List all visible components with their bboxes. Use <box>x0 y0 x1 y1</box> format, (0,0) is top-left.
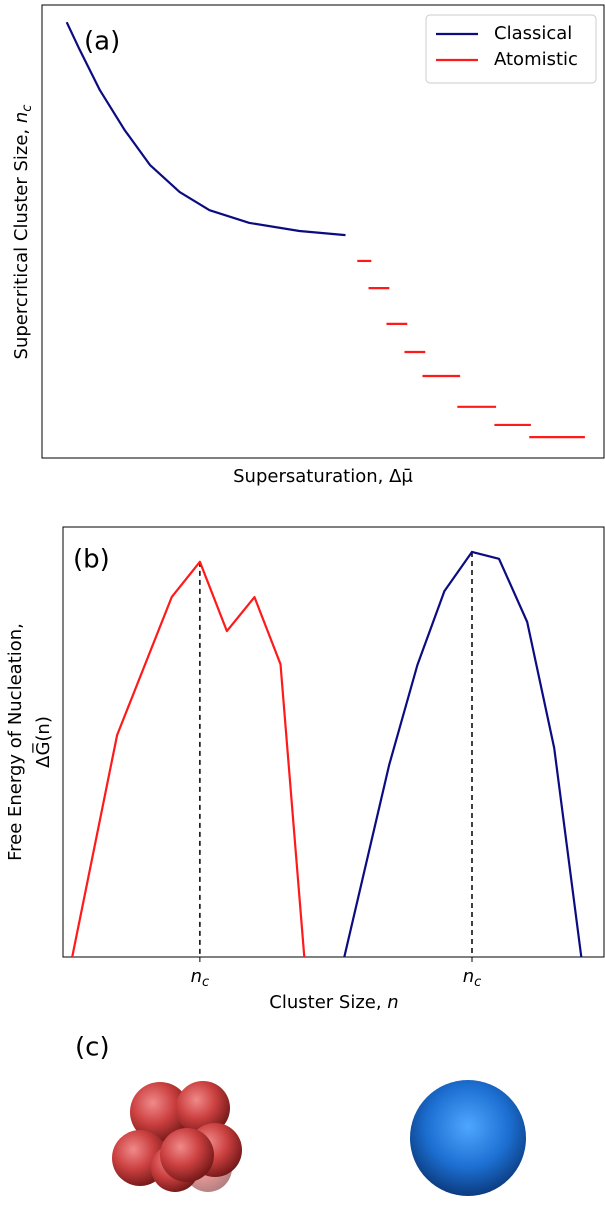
legend-frame <box>425 14 597 84</box>
x-axis-label: Cluster Size, n <box>269 992 398 1013</box>
legend-label: Atomistic <box>494 49 578 70</box>
series-line <box>65 21 346 237</box>
atomistic-cluster <box>112 1081 242 1192</box>
classical-sphere <box>410 1080 526 1196</box>
x-axis-label: Supersaturation, Δμ̄ <box>233 466 413 487</box>
x-tick-label: nc <box>463 966 482 990</box>
y-axis-label: Free Energy of Nucleation, <box>5 623 26 861</box>
series-line <box>343 550 583 958</box>
y-axis-label: ΔG̅(n) <box>32 716 54 768</box>
series-line <box>71 560 306 958</box>
panel-label: (c) <box>75 1033 110 1063</box>
panel-label: (a) <box>84 27 120 57</box>
axes-frame <box>41 4 605 459</box>
legend-label: Classical <box>494 23 572 44</box>
axes-frame <box>62 526 605 958</box>
x-tick-label: nc <box>191 966 210 990</box>
y-axis-label: Supercritical Cluster Size, nc <box>11 105 35 360</box>
panel-label: (b) <box>73 545 110 575</box>
